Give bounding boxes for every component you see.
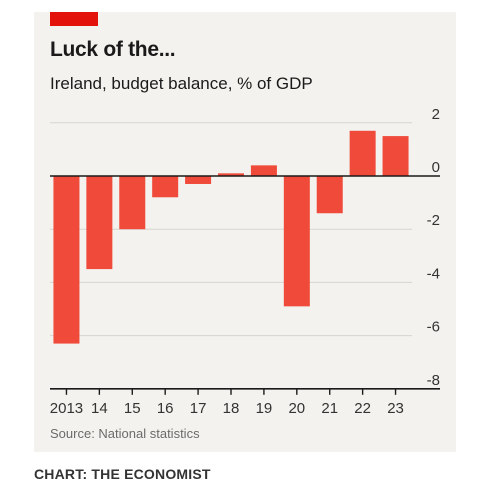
bar [250, 165, 277, 176]
brand-accent-bar [50, 12, 98, 26]
bar [86, 176, 113, 270]
y-tick-label: -4 [427, 265, 440, 282]
x-tick-label: 15 [124, 400, 141, 417]
bar [152, 176, 179, 198]
chart-subtitle: Ireland, budget balance, % of GDP [50, 74, 313, 93]
bar [53, 176, 80, 344]
x-tick-label: 2013 [50, 400, 83, 417]
bar [185, 176, 212, 184]
x-tick-label: 18 [223, 400, 240, 417]
x-tick-label: 17 [190, 400, 207, 417]
y-tick-label: -2 [427, 212, 440, 229]
chart-title: Luck of the... [50, 38, 176, 61]
x-tick-label: 20 [288, 400, 305, 417]
y-tick-label: 0 [432, 159, 440, 176]
y-tick-label: -8 [427, 372, 440, 389]
x-tick-label: 14 [91, 400, 108, 417]
x-tick-label: 19 [256, 400, 273, 417]
y-tick-label: -6 [427, 319, 440, 336]
chart-card: Luck of the... Ireland, budget balance, … [34, 12, 456, 452]
x-tick-label: 16 [157, 400, 174, 417]
x-tick-label: 23 [387, 400, 404, 417]
bar [349, 130, 376, 176]
chart-credit: CHART: THE ECONOMIST [34, 466, 211, 482]
x-tick-label: 21 [321, 400, 338, 417]
y-tick-label: 2 [432, 106, 440, 123]
bar [283, 176, 310, 307]
bar [218, 173, 244, 176]
bar [382, 136, 409, 176]
bar [316, 176, 343, 214]
x-tick-label: 22 [354, 400, 371, 417]
chart-source: Source: National statistics [50, 426, 200, 441]
bar [119, 176, 146, 230]
